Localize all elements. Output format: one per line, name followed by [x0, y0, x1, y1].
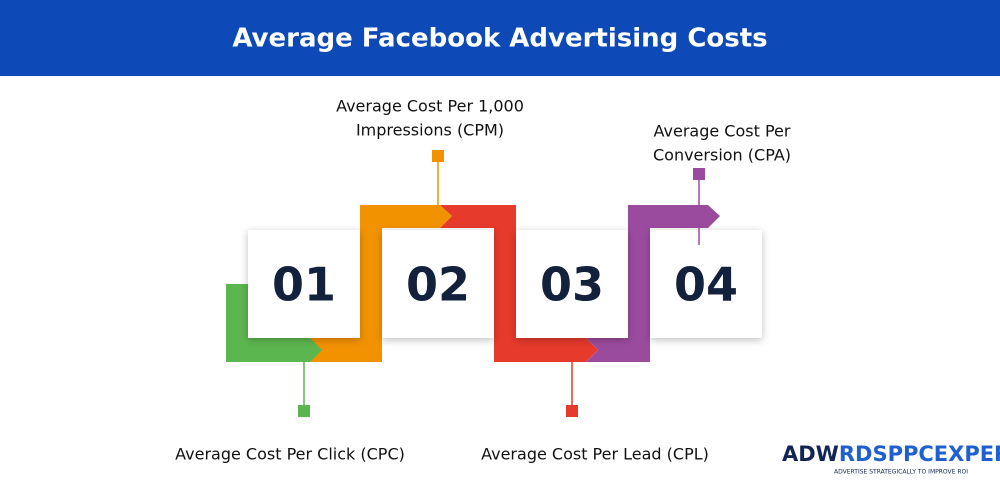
step-card	[248, 230, 360, 338]
connector-square	[566, 405, 578, 417]
step-label: Impressions (CPM)	[356, 121, 504, 140]
step-number: 01	[272, 258, 336, 312]
header-band	[0, 0, 1000, 76]
steps: 01 Average Cost Per Click (CPC) 02 Average …	[175, 97, 791, 464]
header-title: Average Facebook Advertising Costs	[232, 24, 767, 54]
step-card	[650, 230, 762, 338]
logo-tagline: ADVERTISE STRATEGICALLY TO IMPROVE ROI	[834, 469, 968, 476]
connector-square	[432, 150, 444, 162]
step-number: 02	[406, 258, 470, 312]
step-number: 03	[540, 258, 604, 312]
step-label: Average Cost Per 1,000	[336, 97, 524, 116]
step-label: Average Cost Per Click (CPC)	[175, 445, 405, 464]
connector-square	[298, 405, 310, 417]
ribbon-orange	[310, 205, 452, 362]
ribbon-green	[226, 284, 324, 362]
step-number: 04	[674, 258, 738, 312]
step-label: Average Cost Per	[654, 122, 791, 141]
logo-brand: ADWRDSPPCEXPERT	[782, 442, 1000, 466]
ribbon-purple	[586, 205, 720, 362]
connector-square	[693, 168, 705, 180]
step-label: Average Cost Per Lead (CPL)	[481, 445, 709, 464]
step-card	[516, 230, 628, 338]
ribbon-red	[440, 205, 598, 362]
step-card	[382, 230, 494, 338]
step-label: Conversion (CPA)	[653, 146, 791, 165]
